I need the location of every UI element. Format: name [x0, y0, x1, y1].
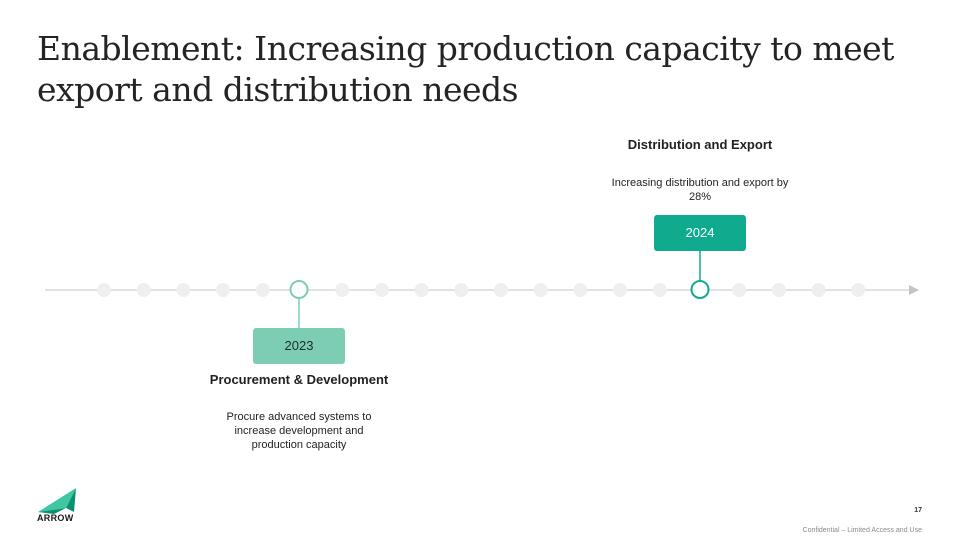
milestone-marker-2024: [690, 280, 710, 299]
timeline-dot: [97, 283, 111, 297]
timeline-dot: [176, 283, 191, 297]
milestone-marker-2023: [289, 280, 309, 299]
logo-text: ARROW: [37, 513, 74, 523]
confidential-footer: Confidential – Limited Access and Use: [802, 527, 922, 534]
timeline-dot: [573, 283, 588, 297]
slide-title: Enablement: Increasing production capaci…: [37, 29, 894, 109]
timeline-dot: [851, 283, 866, 297]
timeline-dot: [613, 283, 628, 297]
timeline-dot: [533, 283, 548, 297]
milestone-description-2024: Increasing distribution and export by 28…: [611, 177, 789, 203]
timeline-dot: [136, 283, 151, 297]
milestone-heading-2024: Distribution and Export: [627, 137, 773, 152]
timeline-dot: [494, 283, 508, 297]
year-badge-2023: 2023: [253, 328, 345, 364]
timeline-dot: [732, 283, 747, 297]
timeline-dot: [335, 283, 350, 297]
arrow-logo-icon: [38, 488, 76, 514]
milestone-heading-2023: Procurement & Development: [209, 372, 389, 387]
timeline-dot: [216, 283, 231, 297]
timeline-dot: [374, 283, 389, 297]
timeline-dot: [454, 283, 469, 297]
milestone-description-2023: Procure advanced systems to increase dev…: [226, 411, 372, 451]
page-number: 17: [914, 507, 922, 514]
timeline-dot: [652, 283, 667, 297]
year-badge-2024: 2024: [654, 215, 746, 251]
timeline-dot: [811, 283, 826, 297]
timeline-dot: [414, 283, 429, 297]
timeline-arrow-icon: [909, 285, 919, 295]
timeline-dot: [255, 283, 270, 297]
timeline-dot: [771, 283, 786, 297]
timeline-dots: [97, 283, 866, 297]
